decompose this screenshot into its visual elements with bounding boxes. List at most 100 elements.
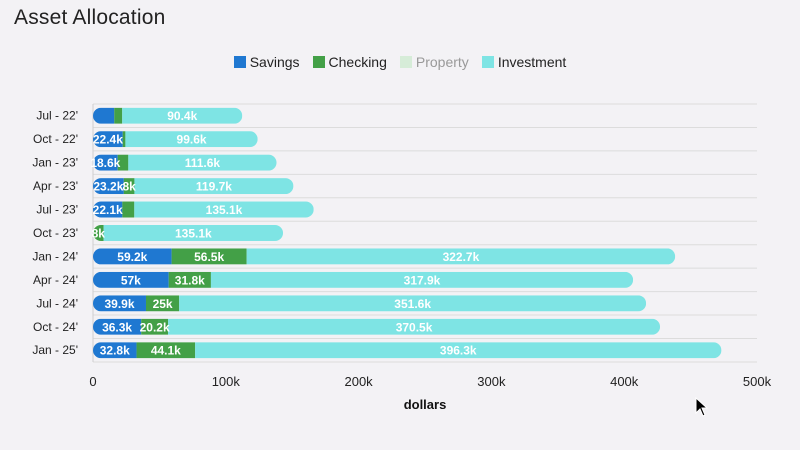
- bar-data-label: 351.6k: [394, 297, 431, 311]
- x-tick-label: 400k: [610, 374, 639, 389]
- bar-segment-savings[interactable]: [93, 295, 146, 312]
- bar-data-label: 31.8k: [175, 273, 205, 287]
- bar-segment-checking[interactable]: [117, 154, 129, 171]
- bar-segment-checking[interactable]: [93, 224, 104, 241]
- bar-segment-savings[interactable]: [93, 107, 115, 124]
- x-axis-title: dollars: [404, 397, 447, 412]
- chart-title: Asset Allocation: [14, 6, 166, 29]
- x-tick-label: 200k: [344, 374, 373, 389]
- bar-row[interactable]: [93, 342, 722, 359]
- bar-segment-checking[interactable]: [168, 271, 211, 288]
- bar-segment-investment[interactable]: [134, 178, 294, 195]
- bar-data-label: 18.6k: [90, 156, 120, 170]
- bar-data-label: 111.6k: [185, 156, 221, 170]
- bar-row[interactable]: [93, 224, 284, 241]
- bar-segment-savings[interactable]: [93, 131, 123, 148]
- y-tick-label: Apr - 24': [33, 273, 78, 287]
- bar-segment-investment[interactable]: [195, 342, 722, 359]
- y-tick-label: Jan - 25': [32, 343, 78, 357]
- bar-data-label: 396.3k: [440, 344, 477, 358]
- bar-data-label: 57k: [121, 273, 141, 287]
- legend-swatch-checking: [312, 56, 325, 68]
- bar-segment-checking[interactable]: [171, 248, 247, 265]
- y-tick-label: Jan - 23': [32, 156, 78, 170]
- bar-data-label: 8k: [92, 226, 106, 240]
- bar-segment-investment[interactable]: [122, 107, 243, 124]
- axis-layer: 0 100k 200k 300k 400k 500k Jul - 22' Oct - 22' J…: [32, 109, 771, 389]
- bar-data-label: 322.7k: [443, 250, 480, 264]
- bar-data-label: 8k: [122, 180, 136, 194]
- bar-row[interactable]: [93, 131, 258, 148]
- legend-swatch-savings: [233, 56, 246, 68]
- bar-segment-savings[interactable]: [93, 248, 172, 265]
- x-tick-label: 0: [89, 374, 96, 389]
- bar-row[interactable]: [93, 271, 634, 288]
- y-tick-label: Jul - 24': [36, 296, 78, 310]
- y-tick-label: Jan - 24': [32, 249, 78, 263]
- legend-item-property[interactable]: Property: [399, 54, 469, 70]
- bar-segment-savings[interactable]: [93, 178, 124, 195]
- bar-data-label: 22.4k: [93, 133, 123, 147]
- mouse-pointer-icon: [695, 397, 709, 417]
- legend-item-savings[interactable]: Savings: [233, 54, 300, 70]
- bar-row[interactable]: [93, 248, 676, 265]
- bar-segment-checking[interactable]: [141, 318, 169, 335]
- bar-data-label: 317.9k: [404, 273, 441, 287]
- y-tick-label: Oct - 22': [33, 132, 78, 146]
- bar-row[interactable]: [93, 295, 647, 312]
- y-tick-label: Oct - 23': [33, 226, 78, 240]
- bar-segment-investment[interactable]: [103, 224, 284, 241]
- bar-segment-investment[interactable]: [128, 154, 277, 171]
- bar-segment-investment[interactable]: [179, 295, 647, 312]
- legend-swatch-property: [399, 56, 412, 68]
- y-tick-label: Apr - 23': [33, 179, 78, 193]
- bar-data-label: 90.4k: [167, 109, 197, 123]
- legend-label-investment: Investment: [497, 54, 567, 70]
- bar-data-label: 56.5k: [194, 250, 224, 264]
- bar-segment-savings[interactable]: [93, 342, 137, 359]
- bar-segment-checking[interactable]: [122, 131, 126, 148]
- bar-segment-checking[interactable]: [136, 342, 196, 359]
- bar-data-label: 25k: [153, 297, 173, 311]
- bar-data-label: 36.3k: [102, 320, 132, 334]
- bar-segment-checking[interactable]: [122, 201, 135, 218]
- x-tick-label: 300k: [477, 374, 506, 389]
- bar-segment-savings[interactable]: [93, 318, 142, 335]
- y-tick-label: Jul - 22': [36, 109, 78, 123]
- x-tick-label: 100k: [212, 374, 241, 389]
- legend-swatch-investment: [481, 56, 494, 68]
- bar-segment-investment[interactable]: [134, 201, 314, 218]
- bar-segment-investment[interactable]: [210, 271, 634, 288]
- grid-layer: [92, 103, 757, 363]
- legend-label-property: Property: [415, 54, 469, 70]
- bar-data-label: 23.2k: [93, 180, 123, 194]
- bar-data-label: 135.1k: [206, 203, 243, 217]
- bar-row[interactable]: [93, 201, 314, 218]
- bar-data-label: 32.8k: [100, 344, 130, 358]
- legend-label-checking: Checking: [328, 54, 387, 70]
- bar-data-label: 59.2k: [117, 250, 147, 264]
- bar-row[interactable]: [93, 318, 661, 335]
- chart-legend: Savings Checking Property Investment: [0, 54, 800, 70]
- bar-segment-savings[interactable]: [93, 154, 118, 171]
- bar-segment-savings[interactable]: [93, 201, 123, 218]
- bar-data-label: 44.1k: [151, 344, 181, 358]
- legend-label-savings: Savings: [249, 54, 300, 70]
- legend-item-investment[interactable]: Investment: [481, 54, 567, 70]
- bar-segment-checking[interactable]: [123, 178, 135, 195]
- y-tick-label: Jul - 23': [36, 203, 78, 217]
- bar-segment-investment[interactable]: [125, 131, 258, 148]
- bar-segment-savings[interactable]: [93, 271, 169, 288]
- bar-segment-checking[interactable]: [145, 295, 180, 312]
- bar-segment-investment[interactable]: [168, 318, 661, 335]
- legend-item-checking[interactable]: Checking: [312, 54, 387, 70]
- bar-data-label: 119.7k: [196, 180, 232, 194]
- bar-segment-investment[interactable]: [246, 248, 676, 265]
- bar-segment-checking[interactable]: [114, 107, 123, 124]
- bar-row[interactable]: [93, 178, 294, 195]
- bar-row[interactable]: [93, 107, 243, 124]
- bar-row[interactable]: [93, 154, 277, 171]
- bar-data-label: 39.9k: [104, 297, 134, 311]
